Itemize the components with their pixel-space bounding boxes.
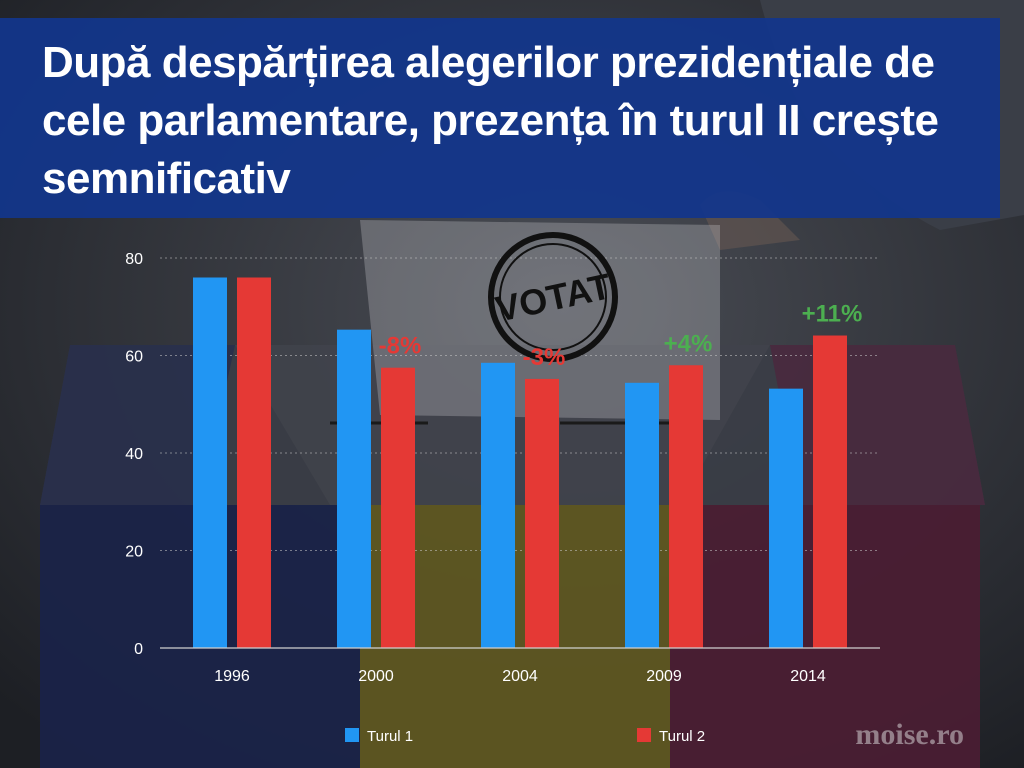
bars <box>193 277 847 648</box>
grid-lines <box>160 257 880 551</box>
x-tick-label: 2009 <box>646 668 682 685</box>
legend-swatch-turul-2 <box>637 728 651 742</box>
annotation-2014: +11% <box>802 301 863 328</box>
bar-turul-2-2014 <box>813 335 847 648</box>
bar-turul-2-2000 <box>381 367 415 648</box>
y-tick-label: 80 <box>125 251 143 268</box>
bar-turul-2-2009 <box>669 365 703 648</box>
bar-turul-1-2000 <box>337 329 371 648</box>
y-tick-label: 0 <box>134 641 143 658</box>
legend-label-turul-1: Turul 1 <box>367 728 413 745</box>
y-tick-label: 40 <box>125 446 143 463</box>
x-tick-label: 2000 <box>358 668 394 685</box>
title-banner <box>0 18 1000 218</box>
watermark-logo: moise.ro <box>855 718 964 751</box>
annotation-2000: -8% <box>379 333 422 360</box>
bar-turul-2-2004 <box>525 378 559 648</box>
bar-turul-1-2004 <box>481 362 515 648</box>
bar-turul-2-1996 <box>237 277 271 648</box>
x-tick-label: 1996 <box>214 668 250 685</box>
bar-turul-1-2009 <box>625 382 659 648</box>
legend-swatch-turul-1 <box>345 728 359 742</box>
x-tick-label: 2004 <box>502 668 538 685</box>
bar-turul-1-2014 <box>769 388 803 648</box>
stamp-text: VOTAT <box>492 265 615 329</box>
annotation-2004: -3% <box>523 344 566 371</box>
y-tick-label: 20 <box>125 544 143 561</box>
bar-turul-1-1996 <box>193 277 227 648</box>
chart-title: După despărțirea alegerilor prezidențial… <box>42 38 939 203</box>
y-tick-label: 60 <box>125 349 143 366</box>
x-tick-label: 2014 <box>790 668 826 685</box>
legend: Turul 1 Turul 2 <box>345 728 705 745</box>
legend-label-turul-2: Turul 2 <box>659 728 705 745</box>
annotation-2009: +4% <box>664 330 713 357</box>
annotations: -8% -3% +4% +11% <box>379 301 863 371</box>
axes: 0 20 40 60 80 1996 2000 2004 2009 2014 <box>125 251 880 685</box>
